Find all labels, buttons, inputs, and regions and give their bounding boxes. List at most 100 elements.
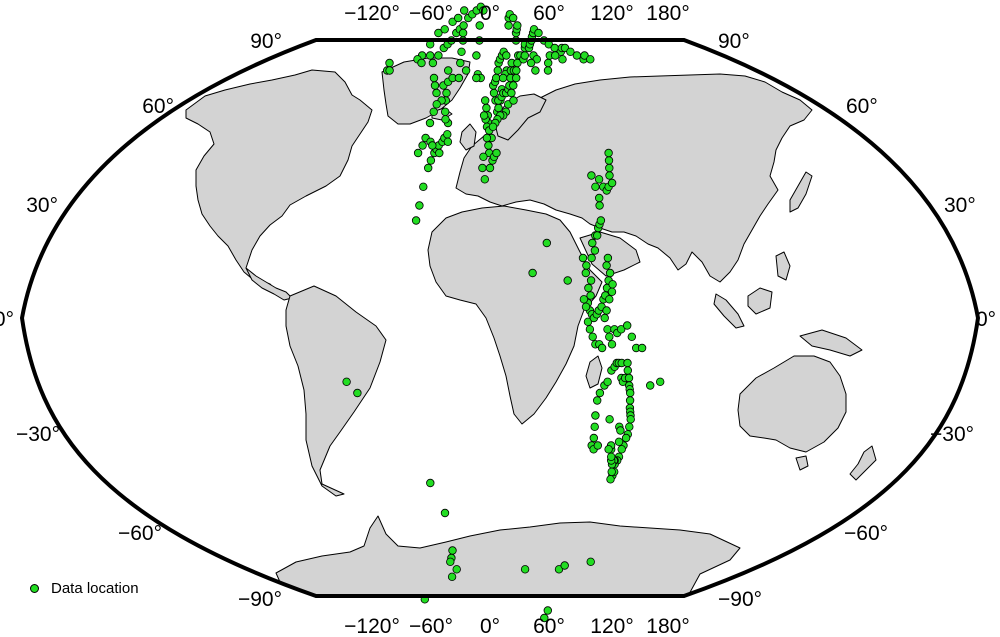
data-location-point: [512, 73, 521, 83]
data-location-point: [623, 366, 632, 375]
data-location-point: [580, 51, 589, 60]
data-location-point: [385, 66, 394, 75]
data-location-point: [605, 163, 614, 173]
data-location-point: [492, 148, 501, 158]
tasmania-landmass: [795, 455, 809, 471]
data-location-point: [457, 47, 466, 56]
data-location-point: [482, 133, 492, 143]
left-lat-label-minus60: −60°: [118, 522, 162, 545]
data-location-point: [440, 25, 449, 34]
data-location-point: [432, 100, 441, 109]
new-zealand-landmass: [849, 445, 877, 481]
data-location-point: [472, 73, 481, 83]
data-location-point: [603, 325, 612, 334]
data-location-point: [492, 73, 501, 83]
data-location-point: [498, 73, 508, 83]
philippines-landmass: [775, 251, 791, 281]
left-lat-label-60: 60°: [142, 95, 174, 118]
left-lat-label-minus30: −30°: [16, 423, 60, 446]
data-location-point: [617, 325, 626, 334]
data-location-point: [446, 557, 455, 566]
top-lon-label-180: 180°: [646, 2, 689, 25]
data-location-point: [566, 47, 575, 56]
data-location-point: [531, 66, 540, 75]
data-location-point: [621, 433, 631, 443]
data-location-point: [424, 163, 433, 173]
data-location-point: [413, 148, 423, 158]
data-location-point: [625, 396, 635, 405]
top-lon-label-120: 120°: [590, 2, 633, 25]
data-location-point: [602, 261, 611, 270]
legend: Data location: [30, 580, 139, 597]
data-location-point: [494, 103, 503, 113]
data-location-point: [586, 276, 596, 285]
data-location-point: [602, 306, 611, 315]
british-isles-landmass: [459, 123, 477, 151]
data-location-point: [488, 122, 498, 131]
left-lat-label-90: 90°: [250, 30, 282, 53]
data-location-point: [454, 13, 463, 23]
data-location-point: [479, 152, 488, 161]
data-location-point: [443, 137, 453, 146]
borneo-landmass: [747, 287, 773, 315]
data-location-point: [482, 103, 491, 113]
right-lat-label-60: 60°: [846, 95, 878, 118]
data-location-point: [594, 175, 604, 184]
data-location-point: [600, 313, 609, 323]
data-location-point: [512, 66, 521, 75]
south-america-landmass: [285, 285, 387, 497]
data-points-layer: [342, 2, 665, 623]
data-location-point: [623, 321, 632, 330]
data-location-point: [595, 193, 604, 203]
top-lon-label-0: 0°: [480, 2, 500, 25]
data-location-point: [627, 332, 636, 341]
top-lon-label-minus120: −120°: [344, 2, 400, 25]
data-location-point: [551, 51, 560, 60]
japan-landmass: [789, 171, 813, 213]
data-location-point: [426, 51, 435, 60]
data-location-point: [607, 287, 617, 296]
data-location-point: [478, 163, 487, 173]
data-location-point: [586, 557, 595, 566]
data-location-point: [584, 283, 593, 293]
top-lon-label-60: 60°: [533, 2, 565, 25]
data-location-point: [432, 88, 441, 98]
left-lat-label-minus90: −90°: [238, 588, 282, 611]
data-location-point: [586, 291, 595, 300]
data-location-point: [604, 148, 613, 158]
data-location-point: [623, 358, 632, 368]
legend-label: Data location: [51, 580, 139, 597]
data-location-point: [429, 107, 438, 116]
africa-landmass: [427, 205, 603, 425]
data-location-point: [588, 238, 597, 248]
data-location-point: [608, 280, 617, 289]
data-location-point: [595, 388, 605, 398]
data-location-point: [605, 415, 614, 424]
bottom-lon-label-180: 180°: [646, 615, 689, 637]
data-location-point: [607, 178, 617, 188]
data-location-point: [513, 21, 522, 30]
data-location-point: [586, 55, 595, 64]
data-location-point: [596, 216, 606, 225]
data-location-point: [587, 171, 596, 180]
data-location-point: [428, 58, 438, 68]
left-lat-label-0: 0°: [0, 308, 14, 331]
data-location-point: [590, 422, 599, 431]
data-location-point: [454, 73, 464, 83]
data-location-point: [419, 182, 428, 191]
data-location-point: [353, 388, 362, 398]
data-location-point: [461, 66, 471, 75]
data-location-point: [443, 130, 452, 139]
data-location-point: [444, 66, 453, 75]
bottom-lon-label-0: 0°: [480, 615, 500, 637]
greenland-landmass: [381, 57, 471, 125]
data-location-point: [591, 411, 600, 420]
data-location-point: [589, 433, 598, 443]
data-location-point: [385, 58, 394, 68]
data-location-point: [646, 381, 655, 390]
data-location-point: [605, 295, 614, 304]
data-location-point: [342, 377, 351, 386]
data-location-point: [637, 343, 647, 353]
data-location-point: [426, 156, 436, 165]
